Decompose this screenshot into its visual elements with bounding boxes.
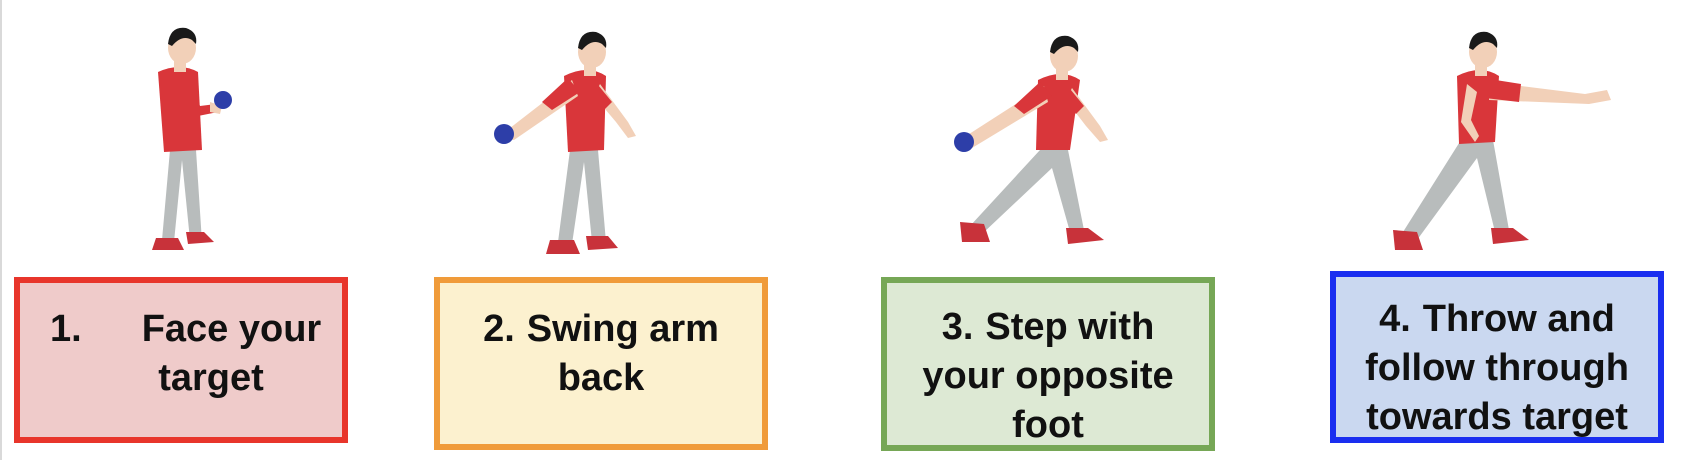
step-3-text-line-2: your opposite <box>922 355 1174 397</box>
step-4-number: 4. <box>1379 298 1411 340</box>
figure-step-4-throw <box>1385 10 1645 265</box>
step-4-text-line-3: towards target <box>1366 396 1628 438</box>
figure-step-3-step-forward <box>940 10 1180 265</box>
step-2-text-line-2: back <box>557 357 645 399</box>
step-3-text-line-3: foot <box>1012 404 1084 446</box>
figure-step-1-face-target <box>100 10 300 265</box>
step-2-box: 2. Swing arm back <box>434 277 768 450</box>
step-3-number: 3. <box>941 306 974 348</box>
left-edge-divider <box>0 0 2 460</box>
step-3-box: 3. Step with your opposite foot <box>881 277 1215 451</box>
step-1-text-line-1: Face your <box>141 308 322 350</box>
figure-step-2-swing-arm <box>480 10 710 265</box>
step-2-number: 2. <box>483 308 515 350</box>
step-1-number: 1. <box>50 308 82 350</box>
step-4-text-line-1: Throw and <box>1422 298 1615 340</box>
step-4-text-line-2: follow through <box>1365 347 1629 389</box>
step-4-box: 4. Throw and follow through towards targe… <box>1330 271 1664 443</box>
step-2-text-line-1: Swing arm <box>526 308 719 350</box>
step-3-text-line-1: Step with <box>985 306 1155 348</box>
step-1-box: 1. Face your target <box>14 277 348 443</box>
step-1-text-line-2: target <box>158 357 264 399</box>
